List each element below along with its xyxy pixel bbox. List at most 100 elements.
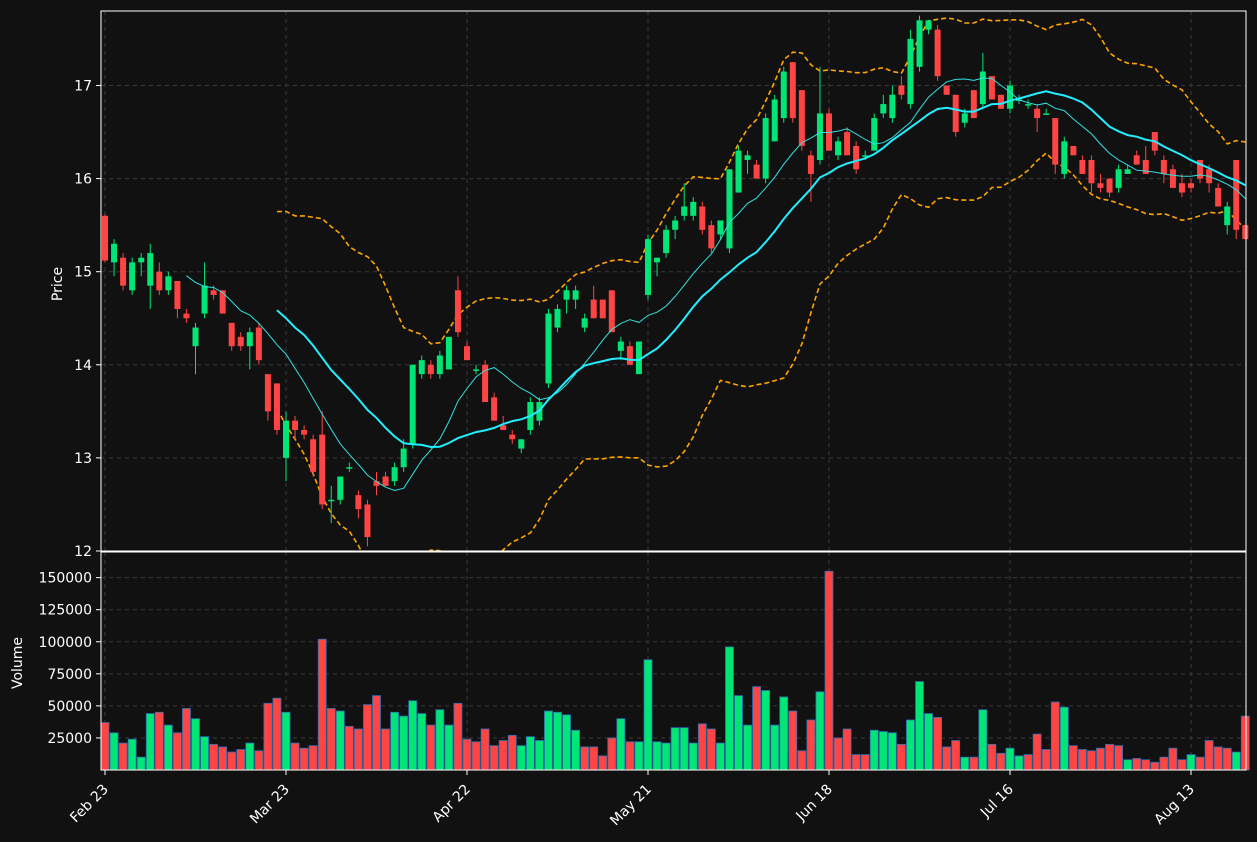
candle-body xyxy=(436,355,443,375)
candle-body xyxy=(988,76,995,100)
candle-body xyxy=(545,313,552,384)
candle-body xyxy=(997,94,1004,109)
volume-bar xyxy=(743,724,752,771)
volume-bar xyxy=(480,728,490,771)
volume-bar xyxy=(109,732,119,771)
candle-body xyxy=(482,364,489,403)
price-tick-label: 14 xyxy=(74,358,92,374)
volume-bar xyxy=(408,700,418,771)
volume-bars xyxy=(100,570,1250,771)
candle-body xyxy=(210,290,217,295)
candle-body xyxy=(1224,206,1231,226)
candle-body xyxy=(1025,104,1032,106)
volume-bar xyxy=(335,710,345,771)
volume-bar xyxy=(887,732,897,771)
volume-bar xyxy=(507,734,517,771)
volume-bar xyxy=(688,742,698,771)
volume-bar xyxy=(869,729,879,771)
volume-bar xyxy=(1123,759,1133,771)
candle-body xyxy=(889,94,896,119)
volume-bar xyxy=(851,754,861,771)
volume-bar xyxy=(878,731,888,771)
candle-body xyxy=(681,206,688,216)
volume-bar xyxy=(127,738,137,771)
candle-body xyxy=(228,322,235,347)
volume-bar xyxy=(987,743,997,771)
candle-body xyxy=(183,313,190,319)
volume-bar xyxy=(788,710,798,771)
candle-body xyxy=(907,38,914,105)
volume-bar xyxy=(1005,747,1015,771)
candle-body xyxy=(599,299,606,319)
candle-body xyxy=(807,155,814,174)
candle-body xyxy=(156,271,163,291)
candle-body xyxy=(1061,141,1068,174)
volume-bar xyxy=(200,736,209,771)
volume-bar xyxy=(942,746,952,771)
volume-bar xyxy=(860,754,870,771)
volume-bar xyxy=(562,714,571,771)
volume-bar xyxy=(1168,747,1178,771)
volume-bar xyxy=(444,724,454,771)
volume-bar xyxy=(1032,733,1042,771)
volume-bar xyxy=(996,752,1006,771)
candle-body xyxy=(771,99,778,142)
candle-body xyxy=(835,141,842,156)
candle-body xyxy=(111,243,118,263)
volume-bar xyxy=(372,695,381,771)
candle-body xyxy=(590,299,597,319)
candle-body xyxy=(454,290,461,333)
volume-bar xyxy=(118,742,128,771)
candle-body xyxy=(952,94,959,133)
volume-bar xyxy=(363,704,372,771)
volume-bar xyxy=(145,713,155,771)
candle-body xyxy=(1079,159,1086,174)
candle-body xyxy=(898,85,905,95)
candle-body xyxy=(690,201,697,216)
volume-bar xyxy=(1231,751,1241,771)
volume-bar xyxy=(553,711,562,771)
ma-slow-line xyxy=(276,90,1246,449)
price-axis-title: Price xyxy=(50,267,66,301)
volume-bar xyxy=(535,740,544,771)
candle-body xyxy=(1142,159,1149,174)
candle-body xyxy=(699,206,706,230)
volume-bar xyxy=(951,740,961,771)
candle-body xyxy=(165,276,172,291)
volume-bar xyxy=(1240,715,1250,771)
volume-bar xyxy=(1141,759,1151,771)
price-tick-label: 13 xyxy=(74,451,92,467)
candle-body xyxy=(798,90,805,146)
volume-bar xyxy=(580,746,590,771)
candle-body xyxy=(355,495,362,510)
candle-body xyxy=(581,318,588,328)
candle-body xyxy=(934,29,941,77)
volume-bar xyxy=(272,697,282,771)
candle-body xyxy=(572,290,579,300)
volume-bar xyxy=(544,710,553,771)
volume-bar xyxy=(462,738,472,771)
candle-body xyxy=(635,341,642,375)
candle-body xyxy=(328,499,335,502)
volume-bar xyxy=(643,659,653,771)
volume-bar xyxy=(661,742,671,771)
candle-body xyxy=(979,71,986,105)
volume-bar xyxy=(1132,758,1142,771)
candle-body xyxy=(554,308,561,328)
volume-tick-label: 75000 xyxy=(47,667,92,683)
volume-bar xyxy=(399,715,409,771)
volume-bar xyxy=(381,728,390,771)
candle-body xyxy=(663,229,670,254)
volume-bar xyxy=(915,681,924,771)
volume-bar xyxy=(453,702,463,771)
volume-bar xyxy=(634,741,644,771)
volume-bar xyxy=(326,708,336,771)
candle-body xyxy=(138,257,145,263)
volume-bar xyxy=(1195,756,1205,771)
volume-bar xyxy=(716,742,725,771)
volume-bar xyxy=(1059,706,1069,771)
candle-body xyxy=(292,420,299,430)
volume-bar xyxy=(607,737,617,771)
price-y-ticks: 12 13 14 15 16 17 xyxy=(74,78,101,560)
